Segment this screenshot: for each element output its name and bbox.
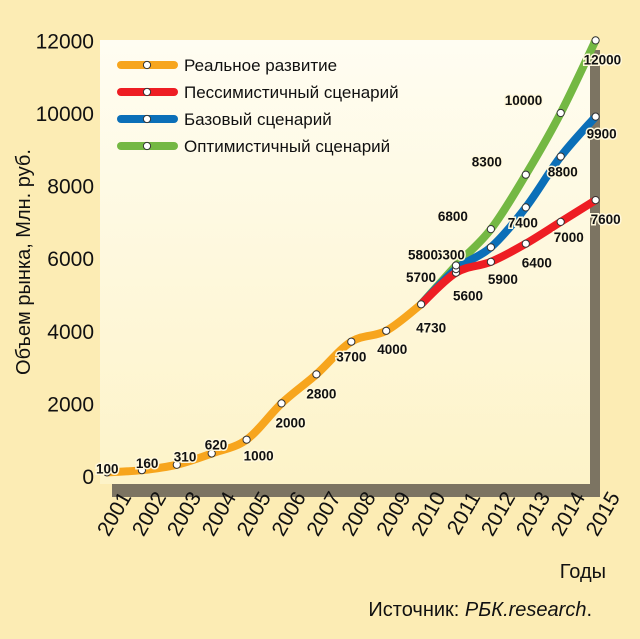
- y-axis: 0 2000 4000 6000 8000 10000 12000: [36, 30, 94, 489]
- y-tick-label: 0: [82, 466, 94, 489]
- y-tick-label: 2000: [47, 393, 94, 416]
- data-label: 620: [205, 437, 228, 452]
- data-point: [172, 460, 181, 469]
- data-label: 2800: [306, 386, 336, 401]
- legend-label: Базовый сценарий: [184, 110, 332, 129]
- data-point: [591, 196, 600, 205]
- data-point: [521, 170, 530, 179]
- data-point: [486, 225, 495, 234]
- y-tick-label: 12000: [36, 30, 94, 53]
- legend-marker: [142, 141, 152, 151]
- data-point: [556, 152, 565, 161]
- data-point: [382, 326, 391, 335]
- data-point: [242, 435, 251, 444]
- data-label: 6800: [438, 209, 468, 224]
- data-point: [591, 112, 600, 121]
- data-point: [417, 300, 426, 309]
- legend-label: Пессимистичный сценарий: [184, 83, 399, 102]
- data-label: 7400: [508, 215, 538, 230]
- data-label: 5700: [406, 270, 436, 285]
- series-layer: [102, 36, 600, 477]
- data-label: 12000: [584, 52, 622, 67]
- legend-marker: [142, 114, 152, 124]
- x-tick-label: 2001: [93, 488, 136, 540]
- data-label: 4730: [416, 320, 446, 335]
- data-point: [521, 203, 530, 212]
- y-tick-label: 6000: [47, 248, 94, 271]
- source-name: РБК.research: [465, 599, 587, 621]
- data-point: [207, 449, 216, 458]
- data-point: [451, 261, 461, 270]
- legend: Реальное развитие Пессимистичный сценарий…: [117, 56, 399, 156]
- x-axis-title: Годы: [560, 561, 606, 583]
- plot-area: [100, 40, 590, 484]
- data-point: [277, 399, 286, 408]
- data-label: 7600: [591, 212, 621, 227]
- data-label: 100: [96, 461, 119, 476]
- data-label: 3700: [336, 350, 366, 365]
- data-point: [347, 337, 356, 346]
- data-label: 160: [136, 456, 159, 471]
- data-label: 5600: [453, 289, 483, 304]
- data-label: 1000: [244, 449, 274, 464]
- data-point: [521, 239, 530, 248]
- data-label: 8800: [548, 165, 578, 180]
- data-point: [102, 468, 112, 477]
- data-label: 10000: [505, 93, 543, 108]
- data-label: 310: [174, 450, 197, 465]
- data-point: [486, 243, 495, 252]
- data-label: 6400: [522, 256, 552, 271]
- data-point: [486, 257, 495, 266]
- data-label: 4000: [377, 342, 407, 357]
- data-label: 5800: [408, 247, 438, 262]
- y-tick-label: 8000: [47, 176, 94, 199]
- data-point: [137, 466, 146, 475]
- data-label: 7000: [554, 230, 584, 245]
- data-label: 8300: [472, 155, 502, 170]
- legend-marker: [142, 60, 152, 70]
- data-point: [556, 108, 565, 118]
- data-label: 5900: [488, 272, 518, 287]
- legend-label: Реальное развитие: [184, 56, 337, 75]
- data-label: 6300: [435, 247, 465, 262]
- y-tick-label: 10000: [36, 103, 94, 126]
- y-tick-label: 4000: [47, 321, 94, 344]
- data-point: [591, 36, 600, 45]
- source-prefix: Источник:: [368, 599, 465, 621]
- series-line: [103, 300, 426, 477]
- y-axis-title: Объем рынка, Млн. руб.: [13, 149, 35, 375]
- legend-label: Оптимистичный сценарий: [184, 137, 390, 156]
- data-point: [312, 370, 321, 379]
- source-suffix: .: [586, 599, 592, 621]
- source-note: Источник: РБК.research.: [368, 599, 592, 621]
- data-label: 2000: [276, 415, 306, 430]
- data-point: [556, 217, 565, 226]
- legend-marker: [142, 87, 152, 97]
- data-label: 9900: [587, 127, 617, 142]
